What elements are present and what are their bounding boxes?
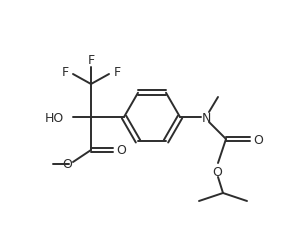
Text: F: F bbox=[113, 65, 120, 78]
Text: O: O bbox=[212, 165, 222, 178]
Text: HO: HO bbox=[45, 111, 64, 124]
Text: O: O bbox=[62, 158, 72, 171]
Text: F: F bbox=[61, 65, 68, 78]
Text: N: N bbox=[201, 111, 211, 124]
Text: O: O bbox=[253, 133, 263, 146]
Text: O: O bbox=[116, 144, 126, 157]
Text: F: F bbox=[87, 54, 94, 67]
